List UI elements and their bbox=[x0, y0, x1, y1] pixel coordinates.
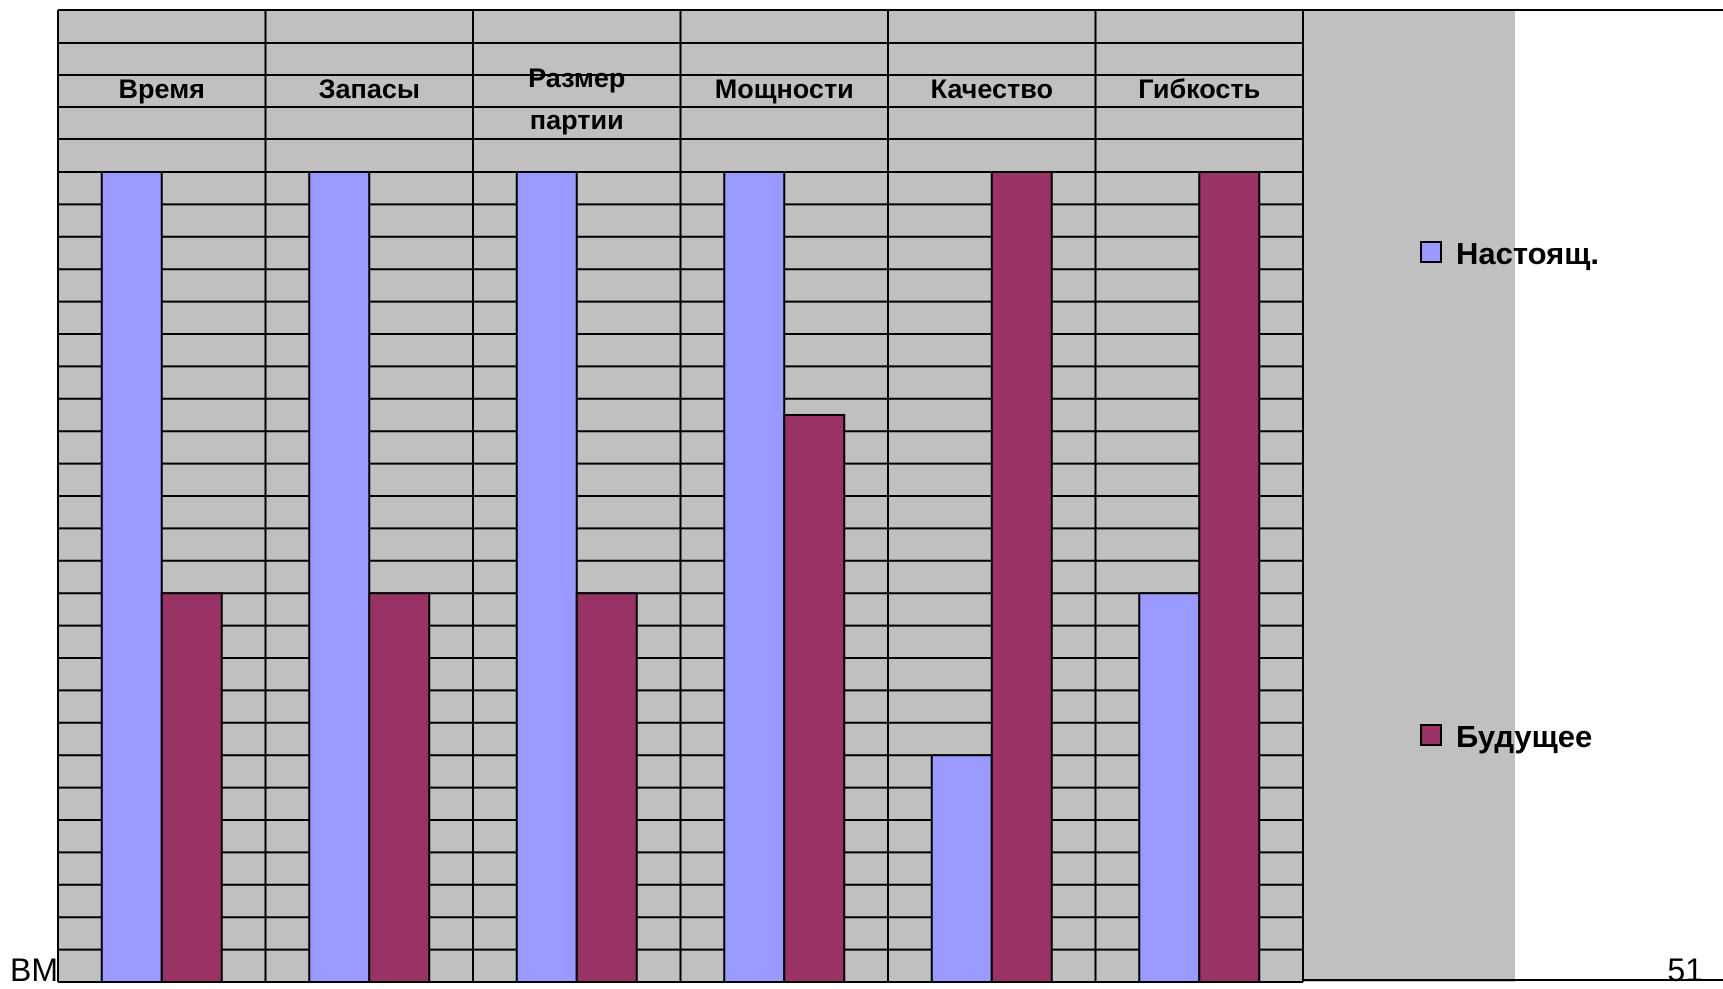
bar-future bbox=[575, 592, 638, 983]
bar-current bbox=[308, 171, 371, 983]
legend-swatch bbox=[1420, 724, 1442, 746]
bars bbox=[100, 171, 1261, 984]
category-label: партии bbox=[530, 105, 624, 135]
grid-lines bbox=[57, 9, 1723, 983]
bar-current bbox=[100, 171, 163, 983]
legend: Настоящ. Будущее bbox=[1420, 236, 1599, 754]
legend-swatch bbox=[1420, 241, 1442, 263]
bar-current bbox=[515, 171, 578, 983]
page-number: 51 bbox=[1667, 952, 1703, 988]
legend-label: Будущее bbox=[1456, 719, 1592, 754]
legend-background-white bbox=[1515, 10, 1723, 982]
bar-current bbox=[930, 754, 993, 984]
bar-current bbox=[723, 171, 786, 983]
category-label: Время bbox=[119, 74, 205, 104]
footer-left-text: BM bbox=[10, 952, 58, 988]
category-label: Мощности bbox=[715, 74, 854, 104]
bar-future bbox=[368, 592, 431, 983]
category-label: Размер bbox=[528, 63, 625, 93]
bar-future bbox=[1198, 171, 1261, 983]
bar-current bbox=[1138, 592, 1201, 983]
legend-label: Настоящ. bbox=[1456, 236, 1599, 271]
category-label: Качество bbox=[931, 74, 1053, 104]
category-label: Гибкость bbox=[1138, 74, 1260, 104]
bar-future bbox=[160, 592, 223, 983]
bar-future bbox=[783, 414, 846, 983]
category-labels: Время Запасы Размер партии Мощности Качество Г… bbox=[119, 63, 1261, 135]
category-label: Запасы bbox=[319, 74, 420, 104]
bar-future bbox=[990, 171, 1053, 983]
